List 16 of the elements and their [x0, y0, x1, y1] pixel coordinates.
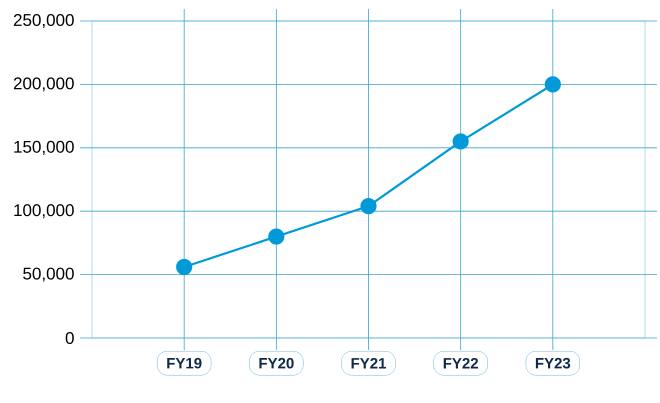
point — [452, 133, 469, 150]
x-tick-label: FY19 — [167, 358, 202, 369]
point — [544, 76, 561, 92]
y-tick-label: 200,000 — [14, 77, 74, 92]
point — [268, 228, 284, 245]
y-tick-label: 50,000 — [23, 268, 74, 282]
x-tick-label: FY23 — [536, 358, 570, 369]
x-tick-label: FY22 — [444, 358, 478, 368]
y-tick-label: 0 — [66, 332, 74, 344]
x-tick-label: FY20 — [259, 358, 294, 369]
x-tick-label: FY21 — [352, 358, 386, 368]
y-tick-label: 100,000 — [14, 204, 74, 218]
point — [360, 198, 377, 214]
y-tick-label: 150,000 — [14, 140, 74, 155]
point — [176, 258, 192, 276]
y-tick-label: 250,000 — [14, 14, 74, 28]
